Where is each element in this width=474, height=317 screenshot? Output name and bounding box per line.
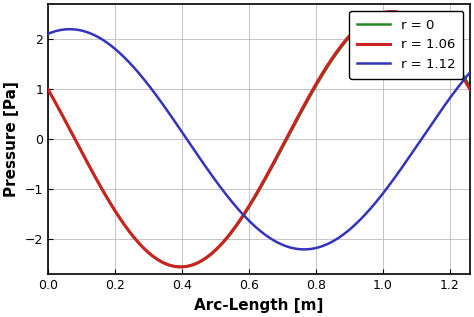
- r = 0: [455, 65, 461, 69]
- r = 1.12: [239, 212, 245, 216]
- r = 1.06: [67, 127, 73, 131]
- r = 1.12: [67, 27, 73, 31]
- r = 1.06: [239, 215, 245, 219]
- r = 1.12: [455, 85, 461, 89]
- r = 0: [455, 65, 461, 68]
- r = 1.12: [45, 32, 51, 36]
- r = 0: [250, 198, 256, 202]
- r = 1.06: [45, 87, 51, 91]
- r = 1.06: [250, 197, 256, 201]
- r = 0: [239, 216, 245, 220]
- r = 1.12: [301, 248, 307, 251]
- r = 1.12: [378, 195, 383, 198]
- Y-axis label: Pressure [Pa]: Pressure [Pa]: [4, 81, 19, 197]
- r = 1.06: [467, 87, 473, 91]
- Line: r = 1.12: r = 1.12: [48, 29, 470, 249]
- r = 0: [45, 87, 51, 91]
- r = 0: [377, 12, 383, 16]
- r = 1.06: [377, 11, 383, 15]
- r = 0: [67, 127, 73, 131]
- r = 1.06: [455, 68, 461, 71]
- r = 0: [390, 10, 396, 14]
- r = 1.12: [67, 27, 73, 31]
- r = 1.06: [389, 10, 394, 14]
- r = 0: [178, 265, 184, 269]
- r = 1.12: [250, 223, 256, 227]
- r = 1.12: [455, 86, 461, 89]
- Line: r = 1.06: r = 1.06: [48, 12, 470, 267]
- r = 0: [467, 84, 473, 88]
- Line: r = 0: r = 0: [48, 12, 470, 267]
- X-axis label: Arc-Length [m]: Arc-Length [m]: [194, 298, 324, 313]
- r = 1.06: [455, 67, 461, 71]
- r = 1.12: [467, 71, 473, 74]
- r = 1.06: [178, 265, 183, 269]
- Legend: r = 0, r = 1.06, r = 1.12: r = 0, r = 1.06, r = 1.12: [349, 11, 463, 79]
